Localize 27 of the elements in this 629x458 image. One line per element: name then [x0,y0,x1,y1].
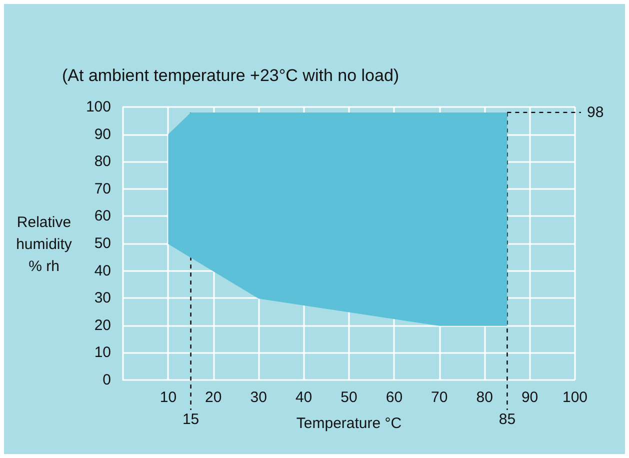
x-tick-label: 50 [340,389,358,406]
chart-subtitle: (At ambient temperature +23°C with no load) [62,66,400,86]
x-tick-label: 80 [476,389,493,406]
y-tick-label: 0 [102,372,111,388]
y-axis-title: Relative humidity % rh [15,213,73,277]
ref-line-label: 98 [587,104,604,121]
ref-line-label: 15 [182,411,200,428]
y-tick-label: 30 [94,290,111,307]
x-tick-label: 60 [386,389,403,406]
y-tick-label: 70 [94,180,111,198]
y-tick-label: 80 [94,153,111,170]
x-axis-title: Temperature °C [296,415,402,432]
x-tick-label: 100 [562,389,588,406]
y-tick-label: 40 [94,262,111,280]
y-tick-label: 60 [94,208,111,225]
x-tick-label: 30 [250,389,267,406]
y-tick-label: 100 [86,98,111,116]
ref-line-label: 85 [498,411,516,428]
y-tick-label: 10 [94,344,111,362]
x-tick-label: 90 [521,389,538,406]
x-tick-label: 10 [160,389,177,406]
x-tick-label: 70 [431,389,448,406]
y-tick-label: 20 [94,316,111,334]
y-tick-label: 90 [94,126,111,143]
x-tick-label: 20 [205,389,222,406]
x-tick-label: 40 [295,389,312,406]
y-tick-label: 50 [94,235,111,252]
